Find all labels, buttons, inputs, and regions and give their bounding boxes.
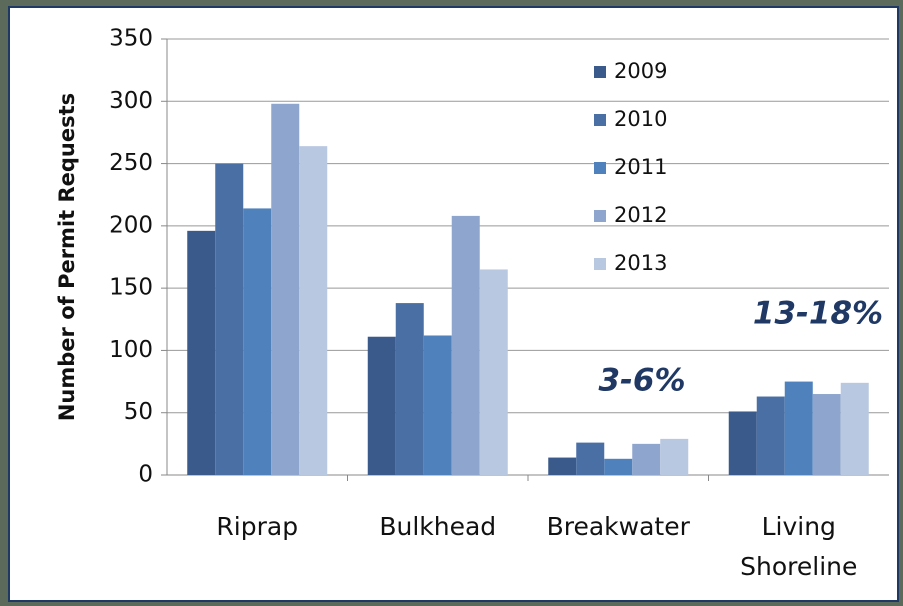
bar bbox=[271, 103, 300, 475]
legend-label: 2010 bbox=[614, 107, 667, 131]
y-axis-label: Number of Permit Requests bbox=[55, 93, 79, 421]
legend-swatch bbox=[594, 66, 606, 78]
x-tick-label: Breakwater bbox=[546, 512, 690, 541]
bar bbox=[632, 443, 661, 475]
bar bbox=[423, 335, 452, 475]
legend-label: 2012 bbox=[614, 203, 667, 227]
y-tick-label: 0 bbox=[138, 462, 153, 488]
y-tick-label: 250 bbox=[109, 150, 153, 176]
legend-label: 2013 bbox=[614, 251, 667, 275]
x-tick-label: Bulkhead bbox=[379, 512, 497, 541]
y-tick-label: 300 bbox=[109, 88, 153, 114]
bar bbox=[604, 458, 633, 475]
legend-swatch bbox=[594, 258, 606, 270]
bar bbox=[451, 215, 480, 476]
chart-panel: Number of Permit Requests 3-6% 13-18% 0 5… bbox=[8, 6, 899, 602]
legend-label: 2011 bbox=[614, 155, 667, 179]
bar bbox=[479, 269, 508, 475]
bar bbox=[215, 163, 244, 476]
bar bbox=[367, 336, 396, 475]
bar bbox=[728, 411, 757, 475]
legend-swatch bbox=[594, 162, 606, 174]
bar bbox=[243, 208, 272, 475]
bar bbox=[660, 438, 689, 475]
bar bbox=[548, 457, 577, 475]
bar bbox=[299, 146, 328, 476]
annotation: 3-6% bbox=[598, 363, 685, 399]
legend-swatch bbox=[594, 210, 606, 222]
bar bbox=[187, 230, 216, 475]
bar bbox=[840, 382, 869, 475]
bar bbox=[812, 394, 841, 475]
bar bbox=[756, 396, 785, 475]
legend-label: 2009 bbox=[614, 59, 667, 83]
y-tick-label: 100 bbox=[109, 337, 153, 363]
y-tick-label: 350 bbox=[109, 26, 153, 52]
bar bbox=[395, 303, 424, 475]
y-tick-label: 50 bbox=[124, 399, 153, 425]
x-tick-label: Living Shoreline bbox=[740, 512, 858, 581]
annotation: 13-18% bbox=[753, 296, 883, 332]
bar bbox=[784, 381, 813, 475]
y-tick-label: 150 bbox=[109, 275, 153, 301]
chart: Number of Permit Requests 3-6% 13-18% 0 5… bbox=[55, 26, 889, 488]
bar bbox=[576, 442, 605, 475]
x-tick-label: Riprap bbox=[216, 512, 299, 541]
legend-swatch bbox=[594, 114, 606, 126]
y-tick-label: 200 bbox=[109, 212, 153, 238]
